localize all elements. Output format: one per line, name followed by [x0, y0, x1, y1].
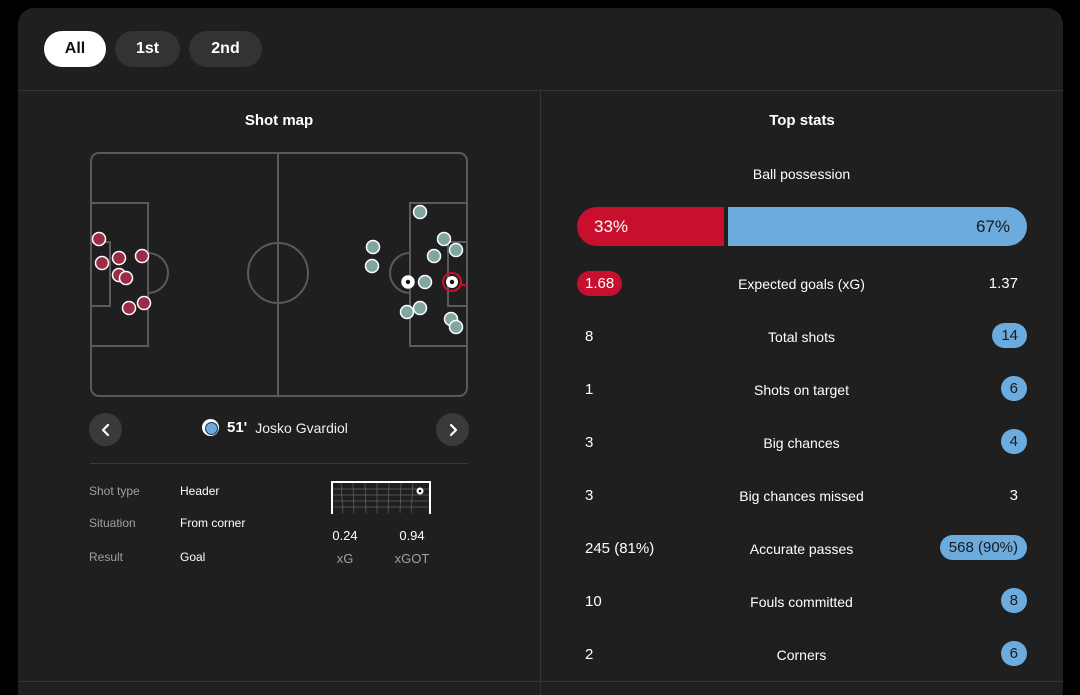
- home-shot: [121, 300, 137, 316]
- match-stats-card: All 1st 2nd Shot map: [18, 8, 1063, 695]
- stat-label: Accurate passes: [749, 541, 854, 557]
- away-shot: [399, 304, 415, 320]
- goal-frame-graphic: [331, 481, 431, 514]
- home-shot: [136, 295, 152, 311]
- left-penalty-arc: [147, 252, 169, 294]
- left-six-yard-box: [90, 241, 111, 307]
- home-possession-bar: 33%: [577, 207, 724, 246]
- stat-home-value: 8: [585, 328, 594, 345]
- xg-value: 0.24: [332, 528, 358, 543]
- away-shot: [448, 319, 464, 335]
- stat-label: Expected goals (xG): [738, 276, 865, 292]
- xgot-value: 0.94: [399, 528, 425, 543]
- away-possession-bar: 67%: [728, 207, 1027, 246]
- stat-label: Shots on target: [754, 382, 849, 398]
- result-value: Goal: [180, 550, 206, 564]
- stat-label: Fouls committed: [750, 594, 853, 610]
- divider: [540, 90, 541, 695]
- divider: [90, 463, 468, 464]
- stat-label: Corners: [776, 647, 827, 663]
- xg-label: xG: [336, 551, 354, 566]
- tab-all[interactable]: All: [44, 31, 106, 67]
- away-value-pill: 6: [1000, 641, 1027, 666]
- away-shot: [412, 204, 428, 220]
- right-penalty-arc: [389, 252, 411, 294]
- away-shot: [417, 274, 433, 290]
- chevron-left-icon: [101, 423, 109, 436]
- away-value-pill: 568 (90%): [939, 535, 1027, 560]
- stat-home-value: 1.68: [577, 271, 623, 296]
- home-shot: [94, 255, 110, 271]
- stat-away-value: 8: [1000, 588, 1027, 613]
- home-shot: [118, 270, 134, 286]
- stat-label: Big chances: [763, 435, 840, 451]
- away-shots: [364, 204, 464, 335]
- home-possession-value: 33%: [594, 216, 629, 236]
- selected-shot-marker: [442, 272, 468, 292]
- result-label: Result: [89, 550, 124, 564]
- stat-away-value: 568 (90%): [939, 535, 1027, 560]
- away-shot: [412, 300, 428, 316]
- home-shot: [91, 231, 107, 247]
- away-shot: [364, 258, 380, 274]
- shot-minute: 51': [227, 419, 248, 436]
- stat-home-value: 3: [585, 434, 594, 451]
- stat-away-value: 6: [1000, 376, 1027, 401]
- away-value-pill: 8: [1000, 588, 1027, 613]
- stat-label: Big chances missed: [739, 488, 864, 504]
- away-value-pill: 4: [1000, 429, 1027, 454]
- home-shot: [111, 250, 127, 266]
- top-stats-title: Top stats: [769, 112, 835, 129]
- tab-second-half[interactable]: 2nd: [189, 31, 262, 67]
- stat-home-value: 2: [585, 646, 594, 663]
- stat-away-value: 4: [1000, 429, 1027, 454]
- stat-away-value: 6: [1000, 641, 1027, 666]
- selected-shot-label: 51' Josko Gvardiol: [202, 419, 348, 436]
- xgot-label: xGOT: [394, 551, 430, 566]
- divider: [18, 681, 1063, 682]
- stat-home-value: 245 (81%): [585, 540, 655, 557]
- next-shot-button[interactable]: [436, 413, 469, 446]
- shot-type-value: Header: [180, 484, 220, 498]
- stat-away-value: 3: [1009, 487, 1018, 504]
- club-crest-icon: [202, 419, 219, 436]
- centre-circle: [247, 242, 309, 304]
- situation-value: From corner: [180, 516, 246, 530]
- possession-label: Ball possession: [752, 166, 851, 182]
- away-value-pill: 6: [1000, 376, 1027, 401]
- period-filter: All 1st 2nd: [44, 31, 262, 67]
- away-shot: [365, 239, 381, 255]
- football-icon: [405, 279, 411, 285]
- shot-player: Josko Gvardiol: [255, 419, 348, 436]
- stat-label: Total shots: [768, 329, 835, 345]
- tab-first-half[interactable]: 1st: [115, 31, 180, 67]
- away-possession-value: 67%: [975, 216, 1010, 236]
- stat-away-value: 1.37: [988, 275, 1018, 292]
- shot-type-label: Shot type: [89, 484, 140, 498]
- home-shot: [134, 248, 150, 264]
- home-shots: [91, 231, 152, 316]
- away-shot: [448, 242, 464, 258]
- away-value-pill: 14: [992, 323, 1027, 348]
- stat-home-value: 10: [585, 593, 602, 610]
- previous-shot-button[interactable]: [89, 413, 122, 446]
- away-shot: [436, 231, 452, 247]
- stat-away-value: 14: [992, 323, 1027, 348]
- stat-home-value: 1: [585, 381, 594, 398]
- shot-map-pitch: [90, 152, 468, 397]
- shot-map-title: Shot map: [244, 112, 314, 129]
- situation-label: Situation: [89, 516, 136, 530]
- away-shot: [426, 248, 442, 264]
- home-value-pill: 1.68: [577, 271, 623, 296]
- chevron-right-icon: [449, 423, 457, 436]
- stat-home-value: 3: [585, 487, 594, 504]
